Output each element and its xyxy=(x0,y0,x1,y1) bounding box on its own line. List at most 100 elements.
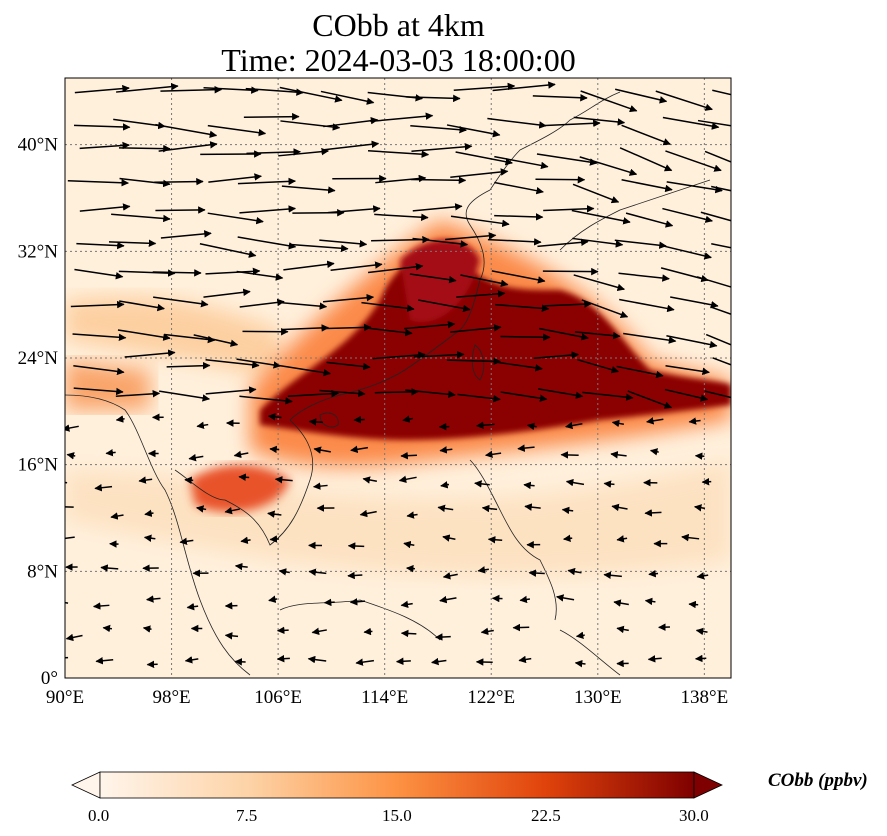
wind-arrow xyxy=(665,364,710,376)
wind-arrow xyxy=(491,270,546,284)
wind-arrow xyxy=(205,359,260,369)
wind-arrow xyxy=(280,120,341,131)
wind-arrow xyxy=(543,205,595,213)
wind-arrow xyxy=(65,633,83,642)
wind-arrow xyxy=(528,569,545,577)
wind-arrow xyxy=(320,90,375,105)
wind-arrow xyxy=(648,569,659,578)
wind-arrow xyxy=(614,239,667,249)
colorbar-tick: 22.5 xyxy=(531,806,561,825)
wind-arrow xyxy=(565,421,583,430)
wind-arrow xyxy=(196,421,209,429)
wind-arrow xyxy=(323,598,335,607)
wind-arrow xyxy=(155,123,218,139)
wind-arrow xyxy=(327,205,381,214)
wind-arrow xyxy=(621,124,671,146)
wind-arrow xyxy=(695,627,708,636)
lon-tick-label: 114°E xyxy=(361,687,408,708)
wind-arrow xyxy=(711,185,731,192)
wind-arrow xyxy=(544,300,592,308)
wind-arrow xyxy=(164,333,216,344)
map-title: CObb at 4km xyxy=(312,7,485,43)
wind-arrow xyxy=(95,656,114,665)
wind-arrow xyxy=(539,119,601,128)
wind-arrow xyxy=(649,448,659,456)
wind-arrow xyxy=(567,567,582,576)
lat-tick-label: 32°N xyxy=(18,241,59,262)
wind-arrow xyxy=(666,181,723,194)
wind-arrow xyxy=(65,506,74,508)
wind-arrow xyxy=(572,183,620,204)
wind-arrow xyxy=(453,82,516,92)
wind-arrow xyxy=(480,627,494,636)
wind-arrow xyxy=(321,323,372,332)
wind-arrow xyxy=(532,93,588,102)
colorbar-tick: 15.0 xyxy=(382,806,412,825)
wind-arrow xyxy=(274,476,293,484)
wind-arrow xyxy=(625,212,674,228)
wind-arrow xyxy=(621,179,673,193)
wind-arrow xyxy=(537,238,589,248)
wind-arrow xyxy=(460,274,509,287)
wind-arrow xyxy=(662,116,720,130)
wind-arrow xyxy=(245,87,304,96)
wind-arrow xyxy=(362,476,377,484)
wind-arrow xyxy=(613,599,629,607)
wind-arrow xyxy=(406,511,418,519)
wind-arrow xyxy=(412,203,463,212)
wind-arrow xyxy=(267,510,282,518)
wind-arrow xyxy=(278,568,290,576)
wind-arrow xyxy=(166,361,211,370)
lon-tick-label: 122°E xyxy=(467,687,515,708)
wind-arrow xyxy=(115,390,161,398)
wind-arrow xyxy=(239,298,285,308)
wind-arrow xyxy=(537,388,584,399)
wind-arrow xyxy=(524,503,541,511)
wind-arrow xyxy=(694,452,705,460)
wind-arrow xyxy=(184,656,199,664)
wind-arrow xyxy=(240,536,251,545)
wind-arrow xyxy=(571,209,631,225)
wind-arrow xyxy=(395,657,411,666)
wind-arrow xyxy=(308,568,327,576)
wind-arrow xyxy=(616,365,664,379)
wind-arrow xyxy=(574,659,586,668)
wind-arrow xyxy=(65,534,75,543)
wind-arrow xyxy=(319,239,368,248)
wind-arrow xyxy=(355,658,374,666)
wind-arrow xyxy=(696,276,731,288)
wind-arrow xyxy=(577,358,620,374)
wind-arrow xyxy=(205,267,261,276)
wind-arrow xyxy=(237,236,297,250)
wind-arrow xyxy=(442,534,456,542)
wind-arrow xyxy=(367,150,430,158)
wind-arrow xyxy=(375,174,427,184)
wind-arrow xyxy=(186,602,199,611)
wind-arrow xyxy=(124,349,176,358)
wind-arrow xyxy=(400,451,417,460)
wind-arrow xyxy=(208,173,262,183)
wind-arrow xyxy=(74,268,124,280)
wind-arrow xyxy=(712,89,731,96)
wind-arrow xyxy=(115,415,125,423)
wind-arrow xyxy=(646,417,664,425)
wind-arrow xyxy=(579,156,638,176)
wind-arrow xyxy=(119,300,165,312)
wind-arrow xyxy=(404,320,456,330)
wind-arrow xyxy=(224,632,239,640)
wind-arrow xyxy=(616,535,628,543)
wind-arrow xyxy=(435,633,451,641)
wind-arrow xyxy=(322,293,375,303)
wind-arrow xyxy=(487,117,547,129)
wind-arrow xyxy=(74,84,130,94)
wind-arrow xyxy=(203,86,259,94)
wind-arrow xyxy=(312,482,328,490)
wind-arrow xyxy=(224,506,240,515)
lat-tick-labels: 0° 8°N 16°N 24°N 32°N 40°N xyxy=(18,135,59,689)
wind-arrow xyxy=(494,155,549,170)
wind-arrow xyxy=(236,358,281,369)
wind-arrow xyxy=(205,386,257,395)
wind-arrow xyxy=(536,153,598,166)
colorbar-bar xyxy=(99,771,695,799)
wind-arrow xyxy=(268,595,278,603)
